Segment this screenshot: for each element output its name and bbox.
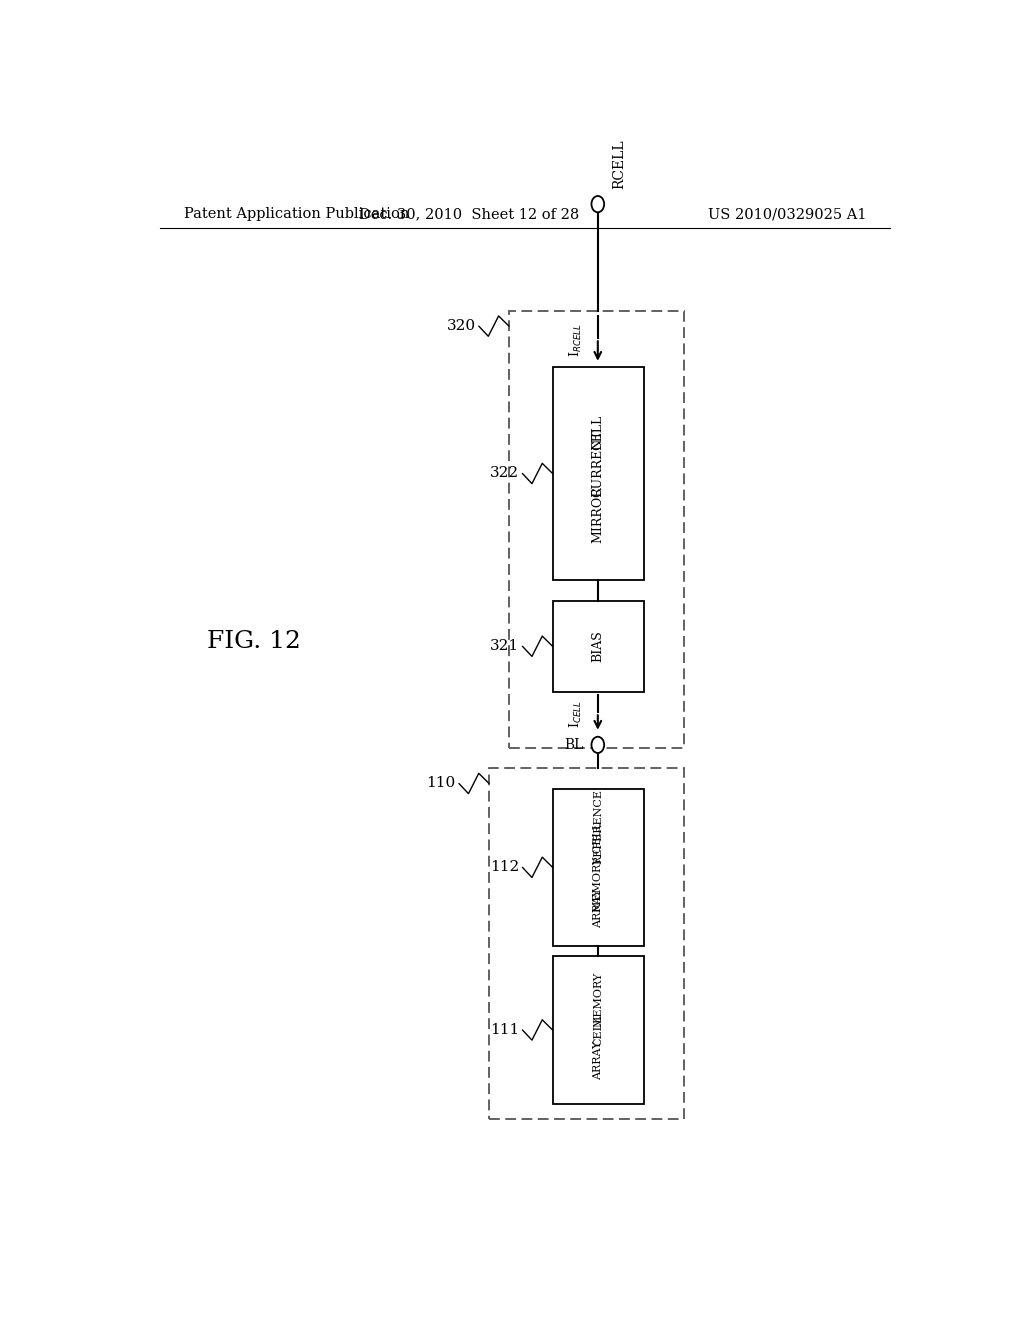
Text: ARRAY: ARRAY [593, 1040, 603, 1080]
Text: CELL: CELL [593, 1014, 603, 1045]
Text: US 2010/0329025 A1: US 2010/0329025 A1 [708, 207, 866, 222]
Circle shape [592, 737, 604, 752]
Text: CELL: CELL [592, 416, 605, 450]
Text: 320: 320 [446, 319, 475, 333]
Text: CURRENT: CURRENT [592, 429, 605, 498]
Text: MEMORY: MEMORY [593, 972, 603, 1027]
Bar [509, 312, 684, 748]
Text: MIRROR: MIRROR [592, 486, 605, 543]
Text: REFERENCE: REFERENCE [593, 789, 603, 865]
Text: ARRAY: ARRAY [593, 888, 603, 928]
Text: 322: 322 [490, 466, 519, 480]
Text: FIG. 12: FIG. 12 [207, 630, 301, 652]
Text: 112: 112 [490, 861, 519, 874]
Circle shape [592, 195, 604, 213]
Text: 111: 111 [490, 1023, 519, 1038]
Bar [553, 367, 644, 581]
Text: BIAS: BIAS [592, 631, 605, 663]
Text: Dec. 30, 2010  Sheet 12 of 28: Dec. 30, 2010 Sheet 12 of 28 [359, 207, 580, 222]
Text: Patent Application Publication: Patent Application Publication [183, 207, 409, 222]
Text: MEMORY CELL: MEMORY CELL [593, 822, 603, 912]
Text: 110: 110 [427, 776, 456, 791]
Bar [553, 788, 644, 946]
Bar [553, 601, 644, 692]
Text: BL: BL [564, 738, 584, 752]
Text: I$_{CELL}$: I$_{CELL}$ [567, 700, 584, 727]
Text: RCELL: RCELL [612, 140, 626, 189]
Bar [489, 768, 684, 1119]
Text: 321: 321 [490, 639, 519, 653]
Text: I$_{RCELL}$: I$_{RCELL}$ [567, 323, 584, 356]
Bar [553, 956, 644, 1104]
